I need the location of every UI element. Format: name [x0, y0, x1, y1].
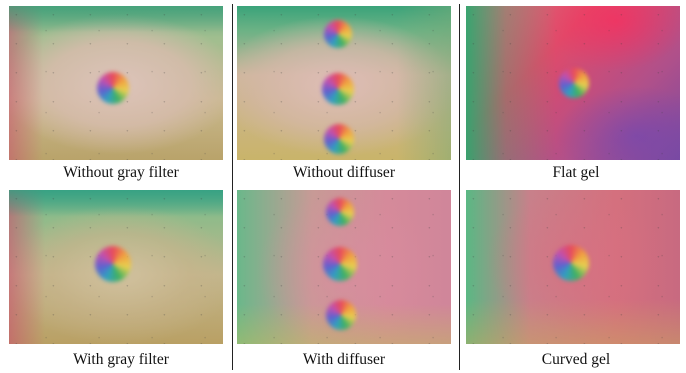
color-wheel-spot [324, 20, 352, 48]
photo-without-gray-filter [9, 6, 223, 160]
caption-curved-gel: Curved gel [541, 351, 611, 368]
color-wheel-spot [553, 245, 589, 281]
photo-curved-gel [466, 190, 680, 344]
caption-without-gray-filter: Without gray filter [63, 164, 179, 181]
color-wheel-spot [322, 73, 354, 105]
color-wheel-spot [326, 300, 356, 330]
color-wheel-spot [95, 246, 131, 282]
column-divider-right [459, 4, 460, 370]
color-wheel-spot [326, 198, 354, 226]
column-divider-left [232, 4, 233, 370]
photo-with-diffuser [237, 190, 451, 344]
color-wheel-spot [324, 124, 354, 154]
caption-with-gray-filter: With gray filter [73, 351, 169, 368]
color-wheel-spot [559, 68, 589, 98]
caption-without-diffuser: Without diffuser [293, 164, 395, 181]
photo-flat-gel [466, 6, 680, 160]
caption-with-diffuser: With diffuser [302, 351, 386, 368]
color-wheel-spot [323, 247, 357, 281]
color-wheel-spot [97, 72, 129, 104]
photo-without-diffuser [237, 6, 451, 160]
photo-with-gray-filter [9, 190, 223, 344]
caption-flat-gel: Flat gel [552, 164, 600, 181]
